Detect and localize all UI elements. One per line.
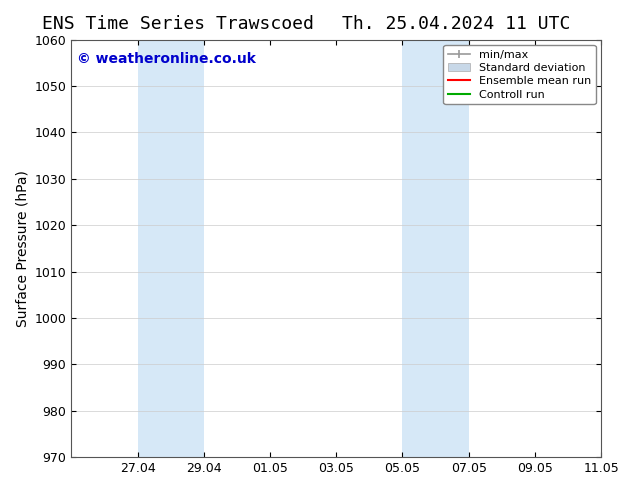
Text: © weatheronline.co.uk: © weatheronline.co.uk — [77, 52, 256, 66]
Legend: min/max, Standard deviation, Ensemble mean run, Controll run: min/max, Standard deviation, Ensemble me… — [443, 45, 595, 104]
Text: ENS Time Series Trawscoed: ENS Time Series Trawscoed — [42, 15, 313, 33]
Bar — [403, 40, 469, 457]
Y-axis label: Surface Pressure (hPa): Surface Pressure (hPa) — [15, 170, 29, 327]
Text: Th. 25.04.2024 11 UTC: Th. 25.04.2024 11 UTC — [342, 15, 571, 33]
Bar — [601, 40, 618, 457]
Bar — [138, 40, 204, 457]
